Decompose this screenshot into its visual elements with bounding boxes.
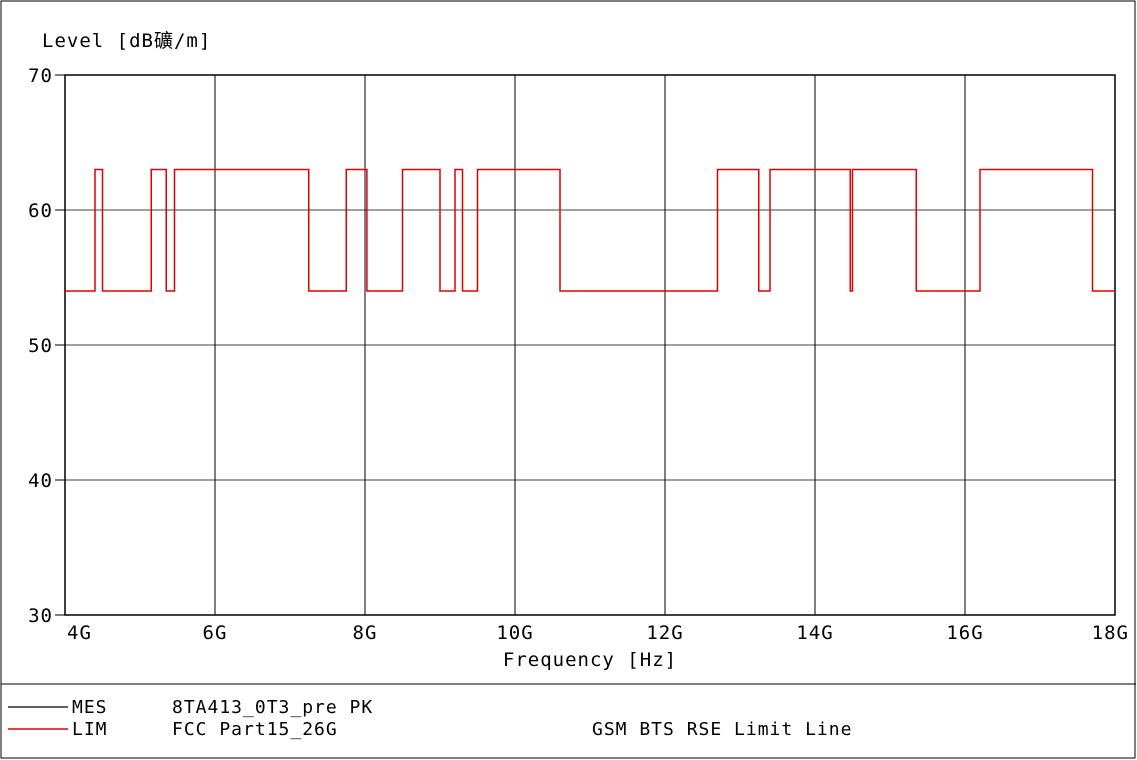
y-tick-label-2: 50 (28, 335, 53, 357)
x-axis-label: Frequency [Hz] (503, 649, 677, 671)
legend-note-lim: GSM BTS RSE Limit Line (592, 719, 852, 740)
series-group (65, 168, 1115, 292)
x-tick-label-5: 14G (796, 622, 833, 644)
x-tick-labels: 4G 6G 8G 10G 12G 14G 16G 18G (67, 622, 1129, 644)
legend-name-lim: FCC Part15_26G (172, 719, 338, 740)
series-line-lim (65, 168, 1115, 292)
y-tick-label-4: 70 (28, 65, 53, 87)
x-tick-label-1: 6G (203, 622, 228, 644)
x-tick-label-6: 16G (946, 622, 983, 644)
x-tick-label-7: 18G (1092, 622, 1129, 644)
x-tick-label-3: 10G (496, 622, 533, 644)
legend-tag-lim: LIM (72, 719, 108, 740)
x-tick-label-4: 12G (646, 622, 683, 644)
x-tick-label-0: 4G (67, 622, 92, 644)
y-tick-labels: 30 40 50 60 70 (28, 65, 65, 627)
y-axis-label: Level [dB礦/m] (42, 30, 211, 52)
legend-tag-mes: MES (72, 697, 108, 718)
legend-name-mes: 8TA413_0T3_pre PK (172, 697, 373, 718)
y-tick-label-3: 60 (28, 200, 53, 222)
y-tick-label-1: 40 (28, 470, 53, 492)
x-tick-label-2: 8G (353, 622, 378, 644)
legend: MES 8TA413_0T3_pre PK LIM FCC Part15_26G… (8, 697, 852, 740)
grid (65, 75, 1115, 615)
y-tick-label-0: 30 (28, 605, 53, 627)
